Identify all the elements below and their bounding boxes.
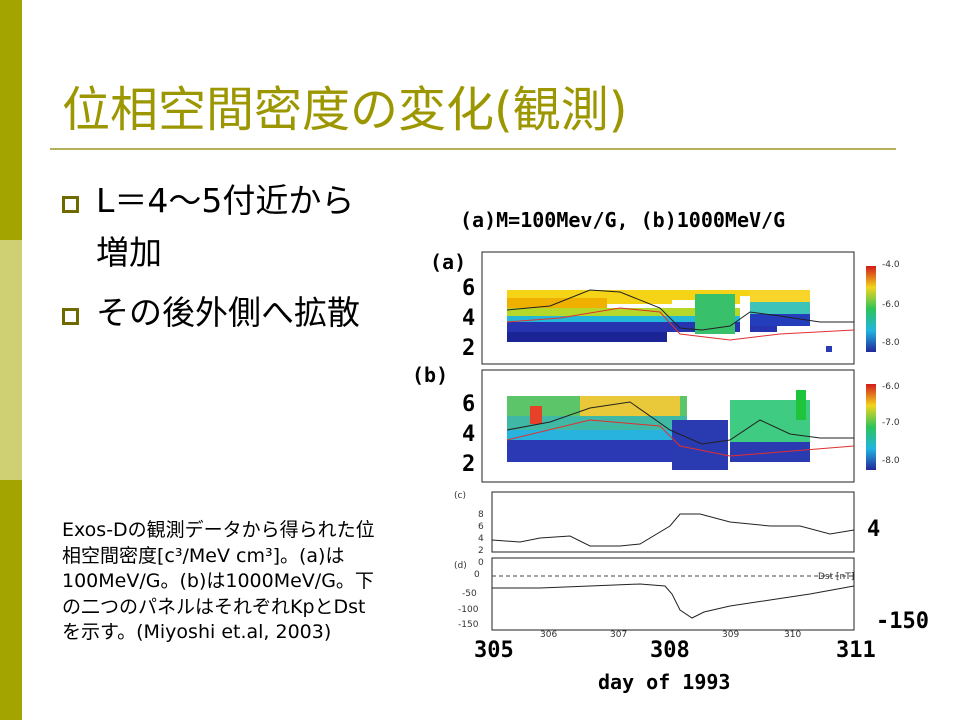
L-tick-a-4: 4 [462,306,476,331]
kp-tick-6: 6 [478,522,484,532]
side-bar-top [0,0,22,240]
x-overlay-tick-308: 308 [650,638,690,663]
figure-heading: (a)M=100Mev/G, (b)1000MeV/G [460,208,786,232]
kp-tick-8: 8 [478,510,484,520]
bullet-square-icon [62,308,79,325]
x-overlay-tick-305: 305 [474,638,514,663]
L-tick-a-2: 2 [462,336,476,361]
colorbar-b-tick-mid: -7.0 [882,418,900,428]
panel-b-label: (b) [412,363,449,387]
kp-tick-2: 2 [478,546,484,556]
dst-tick-100: -100 [458,605,479,615]
day-tick-306: 306 [540,630,558,640]
bullet-square-icon [62,196,79,213]
L-tick-b-4: 4 [462,422,476,447]
title-divider [50,148,896,150]
bullet-1-line-2: 増加 [96,233,162,272]
bullet-1-line-1: L＝4〜5付近から [96,181,355,220]
day-tick-310: 310 [784,630,802,640]
day-tick-307: 307 [610,630,628,640]
panel-a-label: (a) [430,250,467,274]
kp-tick-4: 4 [478,534,484,544]
panel-c-label: (c) [454,491,466,501]
x-axis-label: day of 1993 [598,670,731,694]
panel-b-plot [481,369,855,483]
panel-d-label: (d) [454,561,467,571]
colorbar-b-tick-bottom: -8.0 [882,456,900,466]
dst-tick-150: -150 [458,620,479,630]
panel-d-dst [491,557,855,631]
x-overlay-tick-311: 311 [836,638,876,663]
L-tick-a-6: 6 [462,276,476,301]
side-bar-middle [0,240,22,480]
slide-title: 位相空間密度の変化(観測) [62,82,628,138]
colorbar-a-tick-mid: -6.0 [882,300,900,310]
colorbar-b-tick-top: -6.0 [882,382,900,392]
colorbar-a [866,266,876,352]
kp-tick-0: 0 [478,558,484,568]
day-tick-309: 309 [722,630,740,640]
L-tick-b-2: 2 [462,452,476,477]
panel-c-kp [491,491,855,553]
dst-overlay-value: -150 [876,609,929,634]
dst-axis-label: Dst [nT] [818,572,855,582]
L-tick-b-6: 6 [462,392,476,417]
panel-b-heatmap [507,390,810,470]
dst-tick-50: -50 [462,589,477,599]
figure-caption: Exos-Dの観測データから得られた位 相空間密度[c³/MeV cm³]。(a… [62,519,375,643]
kp-overlay-value: 4 [867,517,881,542]
colorbar-a-tick-bottom: -8.0 [882,338,900,348]
dst-tick-0: 0 [474,570,480,580]
colorbar-a-tick-top: -4.0 [882,260,900,270]
observation-figure [481,251,876,631]
panel-a-plot [481,251,855,365]
panel-a-heatmap [507,290,832,352]
bullet-2-line-1: その後外側へ拡散 [96,293,360,332]
side-bar-bottom [0,480,22,720]
colorbar-b [866,384,876,470]
